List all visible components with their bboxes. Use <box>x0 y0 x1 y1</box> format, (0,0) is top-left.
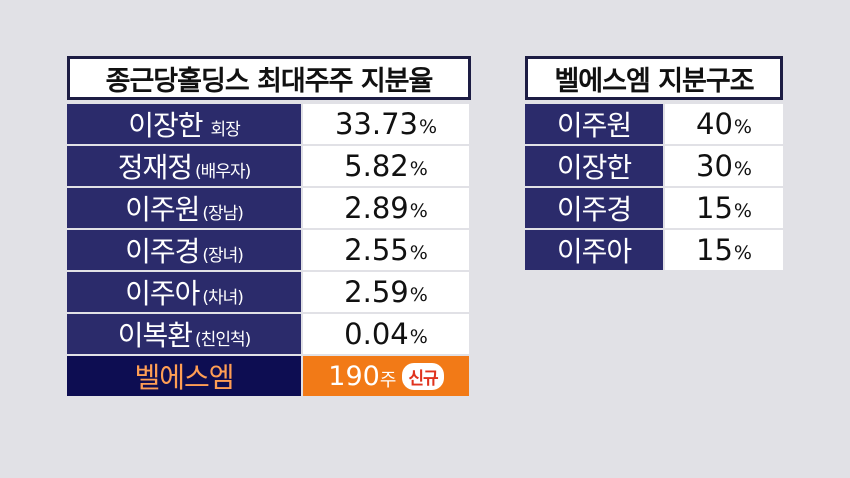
row-value-cell: 33.73 % <box>303 104 469 144</box>
left-table-row: 정재정 (배우자) 5.82 % <box>67 146 469 186</box>
row-value: 30 <box>696 149 733 183</box>
row-name: 이주경 <box>125 235 200 268</box>
left-table-row: 이장한 회장 33.73 % <box>67 104 469 144</box>
row-name: 정재정 <box>117 151 193 184</box>
row-note: (장남) <box>202 203 244 224</box>
left-table-special-row: 벨에스엠 190 주 신규 <box>67 356 469 396</box>
row-name-cell: 이장한 회장 <box>67 104 301 144</box>
special-row-value: 190 <box>328 360 380 392</box>
row-value-cell: 2.59 % <box>303 272 469 312</box>
row-name: 이주원 <box>556 109 632 142</box>
row-name-cell: 이주원 <box>525 104 663 144</box>
row-value: 33.73 <box>334 107 418 141</box>
row-unit: % <box>733 242 752 264</box>
row-name-cell: 이주경 (장녀) <box>67 230 301 270</box>
row-value-cell: 5.82 % <box>303 146 469 186</box>
row-note: 회장 <box>210 119 241 140</box>
row-value: 15 <box>696 191 733 225</box>
left-table-title: 종근당홀딩스 최대주주 지분율 <box>67 56 471 100</box>
row-name-cell: 정재정 (배우자) <box>67 146 301 186</box>
row-unit: % <box>733 158 752 180</box>
special-row-name: 벨에스엠 <box>67 356 301 396</box>
row-name-cell: 이복환 (친인척) <box>67 314 301 354</box>
row-value: 2.55 <box>344 233 409 267</box>
row-note: (친인척) <box>195 329 251 350</box>
row-name: 이주원 <box>125 193 200 226</box>
row-unit: % <box>733 200 752 222</box>
row-value-cell: 2.55 % <box>303 230 469 270</box>
row-unit: % <box>733 116 752 138</box>
row-unit: % <box>409 158 428 180</box>
row-name-cell: 이주아 (차녀) <box>67 272 301 312</box>
row-value: 5.82 <box>344 149 409 183</box>
row-name-cell: 이주아 <box>525 230 663 270</box>
row-name-cell: 이주경 <box>525 188 663 228</box>
right-table-row: 이주경 15 % <box>525 188 783 228</box>
row-unit: % <box>409 326 428 348</box>
row-name-cell: 이주원 (장남) <box>67 188 301 228</box>
row-value: 0.04 <box>344 317 409 351</box>
row-value: 15 <box>696 233 733 267</box>
row-name: 이주경 <box>556 193 632 226</box>
row-value: 40 <box>696 107 733 141</box>
special-row-value-cell: 190 주 신규 <box>303 356 469 396</box>
row-value: 2.89 <box>344 191 409 225</box>
row-value-cell: 15 % <box>665 188 783 228</box>
special-row-unit: 주 <box>379 369 397 391</box>
row-value-cell: 40 % <box>665 104 783 144</box>
row-unit: % <box>418 116 438 138</box>
row-note: (장녀) <box>202 245 244 266</box>
right-table-title: 벨에스엠 지분구조 <box>525 56 783 100</box>
row-unit: % <box>409 242 428 264</box>
row-unit: % <box>409 284 428 306</box>
row-note: (배우자) <box>195 161 251 182</box>
row-note: (차녀) <box>202 287 244 308</box>
left-table-row: 이주원 (장남) 2.89 % <box>67 188 469 228</box>
row-name: 이주아 <box>556 235 632 268</box>
row-name: 이장한 <box>128 109 203 142</box>
row-value: 2.59 <box>344 275 409 309</box>
row-name: 이장한 <box>556 151 632 184</box>
right-table-row: 이주원 40 % <box>525 104 783 144</box>
new-badge: 신규 <box>402 362 444 390</box>
right-table-row: 이장한 30 % <box>525 146 783 186</box>
right-table-row: 이주아 15 % <box>525 230 783 270</box>
left-table-row: 이주경 (장녀) 2.55 % <box>67 230 469 270</box>
left-table-row: 이복환 (친인척) 0.04 % <box>67 314 469 354</box>
row-name: 이복환 <box>117 319 193 352</box>
row-value-cell: 15 % <box>665 230 783 270</box>
row-unit: % <box>409 200 428 222</box>
row-name-cell: 이장한 <box>525 146 663 186</box>
left-table-row: 이주아 (차녀) 2.59 % <box>67 272 469 312</box>
special-row-name-text: 벨에스엠 <box>134 361 234 394</box>
row-value-cell: 0.04 % <box>303 314 469 354</box>
row-name: 이주아 <box>125 277 200 310</box>
row-value-cell: 30 % <box>665 146 783 186</box>
row-value-cell: 2.89 % <box>303 188 469 228</box>
